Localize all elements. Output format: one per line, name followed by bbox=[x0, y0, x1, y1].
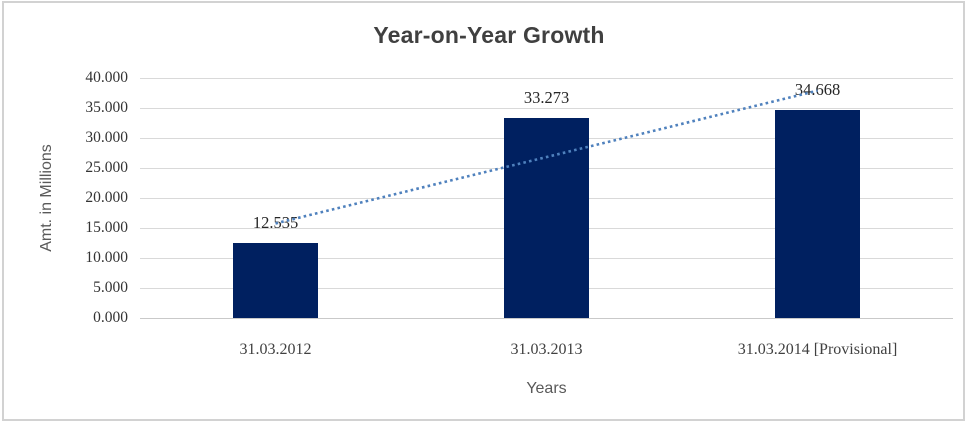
bar-value-label: 33.273 bbox=[523, 88, 570, 107]
category-label: 31.03.2013 bbox=[510, 341, 583, 358]
chart-title: Year-on-Year Growth bbox=[373, 22, 605, 48]
y-tick-label: 25.000 bbox=[85, 159, 128, 176]
gridline bbox=[140, 78, 953, 79]
y-tick-label: 0.000 bbox=[93, 309, 128, 326]
y-tick-label: 20.000 bbox=[85, 189, 128, 206]
bar-value-label: 12.535 bbox=[252, 213, 299, 232]
y-tick-label: 30.000 bbox=[85, 129, 128, 146]
bar bbox=[504, 118, 589, 318]
x-axis-title: Years bbox=[526, 380, 567, 397]
x-axis-line bbox=[140, 318, 953, 319]
y-tick-label: 40.000 bbox=[85, 69, 128, 86]
gridline bbox=[140, 108, 953, 109]
y-tick-label: 5.000 bbox=[93, 279, 128, 296]
y-tick-label: 15.000 bbox=[85, 219, 128, 236]
y-tick-label: 10.000 bbox=[85, 249, 128, 266]
category-label: 31.03.2014 [Provisional] bbox=[737, 341, 898, 358]
category-label: 31.03.2012 bbox=[239, 341, 312, 358]
bar bbox=[775, 110, 860, 318]
y-tick-label: 35.000 bbox=[85, 99, 128, 116]
bar bbox=[233, 243, 318, 318]
bar-value-label: 34.668 bbox=[794, 80, 841, 99]
